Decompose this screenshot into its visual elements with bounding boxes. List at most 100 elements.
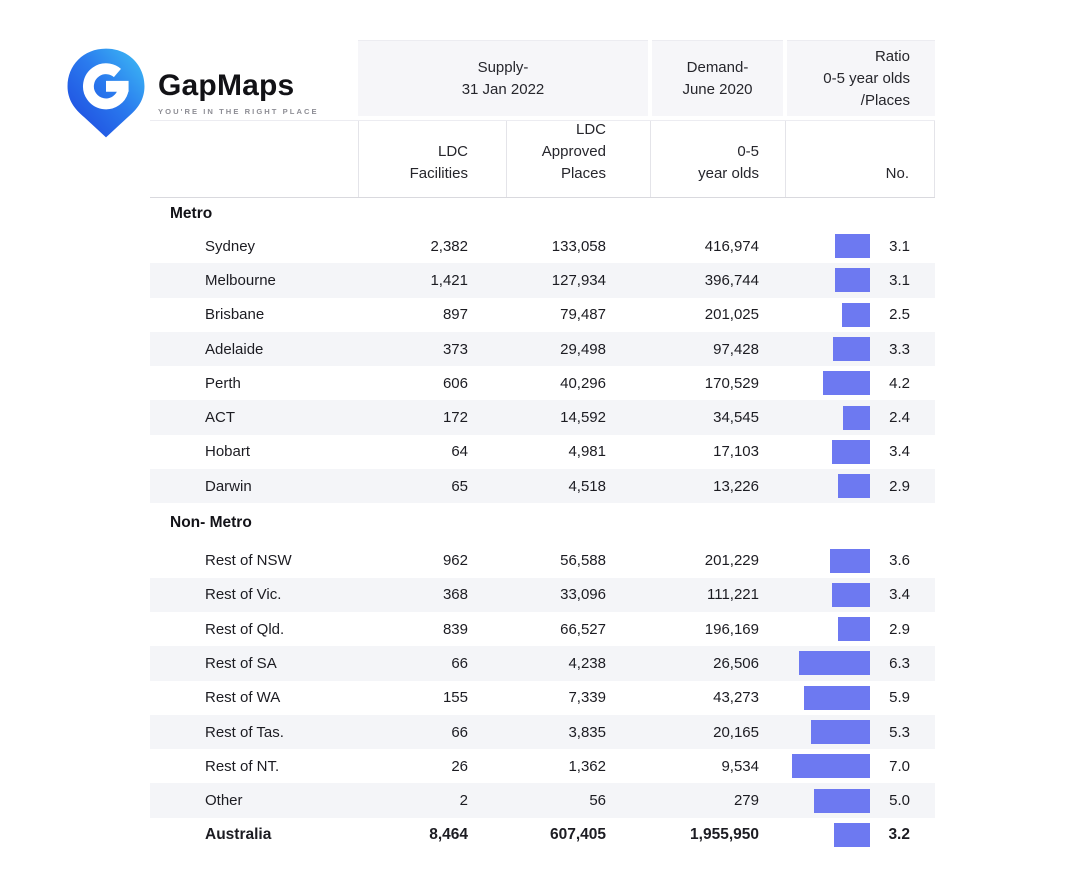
ldc-approved-places-value: 133,058 xyxy=(551,237,606,255)
ratio-value: 3.2 xyxy=(888,826,910,843)
row-label: Melbourne xyxy=(205,271,276,289)
ratio-cell: 3.1 xyxy=(785,234,935,259)
ratio-bar xyxy=(835,268,870,293)
children-0-5-value: 201,229 xyxy=(704,552,759,570)
ratio-bar xyxy=(791,754,870,779)
children-0-5-value: 196,169 xyxy=(704,620,759,638)
children-0-5-value: 97,428 xyxy=(713,340,759,358)
ldc-approved-places-value: 40,296 xyxy=(560,374,606,392)
ldc-facilities-value: 66 xyxy=(451,723,468,741)
ratio-value: 5.0 xyxy=(889,792,910,810)
ratio-cell: 2.9 xyxy=(785,474,935,499)
ratio-bar xyxy=(833,337,870,362)
ratio-value: 5.9 xyxy=(889,689,910,707)
ratio-cell: 4.2 xyxy=(785,371,935,396)
ldc-approved-places-value: 4,981 xyxy=(568,443,606,461)
header-spacer xyxy=(150,40,358,116)
column-group-supply: Supply- 31 Jan 2022 xyxy=(358,40,648,116)
row-label: Darwin xyxy=(205,477,252,495)
ldc-approved-places-value: 14,592 xyxy=(560,409,606,427)
table-row: Adelaide 373 29,498 97,428 3.3 xyxy=(150,331,935,367)
children-0-5-value: 170,529 xyxy=(704,374,759,392)
children-0-5-value: 20,165 xyxy=(713,723,759,741)
ratio-value: 2.5 xyxy=(889,306,910,324)
ldc-facilities-value: 839 xyxy=(442,620,468,638)
row-label: Rest of WA xyxy=(205,689,281,707)
ratio-value: 6.3 xyxy=(889,654,910,672)
brand-text: GapMaps YOU'RE IN THE RIGHT PLACE xyxy=(158,70,319,116)
header-spacer xyxy=(150,121,358,197)
ratio-cell: 3.4 xyxy=(785,439,935,464)
column-header-row: LDC Facilities LDC Approved Places 0-5 y… xyxy=(150,120,935,198)
table-row: Sydney 2,382 133,058 416,974 3.1 xyxy=(150,229,935,263)
ratio-value: 2.4 xyxy=(889,409,910,427)
ratio-cell: 3.6 xyxy=(785,548,935,573)
table-body: Metro Sydney 2,382 133,058 416,974 3.1 Melbour… xyxy=(150,198,935,852)
row-label: Rest of NT. xyxy=(205,757,280,775)
ratio-value: 2.9 xyxy=(889,620,910,638)
ldc-approved-places-value: 56 xyxy=(589,792,606,810)
ratio-cell: 7.0 xyxy=(785,754,935,779)
ratio-bar xyxy=(834,823,870,847)
ldc-approved-places-value: 607,405 xyxy=(549,826,606,843)
table-row: Rest of Qld. 839 66,527 196,169 2.9 xyxy=(150,612,935,646)
table-row: Rest of SA 66 4,238 26,506 6.3 xyxy=(150,646,935,681)
children-0-5-value: 13,226 xyxy=(713,477,759,495)
ratio-bar xyxy=(831,582,870,607)
ratio-bar xyxy=(814,788,870,813)
ratio-value: 3.6 xyxy=(889,552,910,570)
brand-tagline: YOU'RE IN THE RIGHT PLACE xyxy=(158,106,319,116)
ldc-approved-places-value: 3,835 xyxy=(568,723,606,741)
ratio-bar xyxy=(837,474,870,499)
row-label: ACT xyxy=(205,409,235,427)
ldc-facilities-value: 373 xyxy=(442,340,468,358)
ratio-value: 2.9 xyxy=(889,477,910,495)
table-row: Darwin 65 4,518 13,226 2.9 xyxy=(150,469,935,504)
ratio-value: 3.1 xyxy=(889,271,910,289)
ratio-value: 3.3 xyxy=(889,340,910,358)
ratio-bar xyxy=(842,302,870,327)
row-label: Rest of Qld. xyxy=(205,620,285,638)
table-row: Perth 606 40,296 170,529 4.2 xyxy=(150,366,935,400)
ldc-facilities-value: 8,464 xyxy=(429,826,468,843)
column-header-ldc-facilities: LDC Facilities xyxy=(358,121,506,197)
ratio-bar xyxy=(843,405,870,430)
ldc-approved-places-value: 4,518 xyxy=(568,477,606,495)
ratio-value: 5.3 xyxy=(889,723,910,741)
ldc-facilities-value: 155 xyxy=(442,689,468,707)
ldc-facilities-value: 66 xyxy=(451,654,468,672)
table-row: ACT 172 14,592 34,545 2.4 xyxy=(150,400,935,435)
brand-logo: GapMaps YOU'RE IN THE RIGHT PLACE xyxy=(64,47,319,139)
row-label: Rest of Vic. xyxy=(205,586,282,604)
ratio-bar xyxy=(837,617,870,642)
ldc-approved-places-value: 1,362 xyxy=(568,757,606,775)
ldc-facilities-value: 26 xyxy=(451,757,468,775)
ldc-facilities-value: 606 xyxy=(442,374,468,392)
table-row: Melbourne 1,421 127,934 396,744 3.1 xyxy=(150,263,935,298)
ldc-approved-places-value: 29,498 xyxy=(560,340,606,358)
row-label: Brisbane xyxy=(205,306,265,324)
ratio-value: 3.1 xyxy=(889,237,910,255)
ldc-approved-places-value: 7,339 xyxy=(568,689,606,707)
ratio-cell: 3.3 xyxy=(785,337,935,362)
ldc-facilities-value: 2,382 xyxy=(430,237,468,255)
ratio-cell: 2.5 xyxy=(785,302,935,327)
ratio-cell: 6.3 xyxy=(785,651,935,676)
children-0-5-value: 17,103 xyxy=(713,443,759,461)
ldc-facilities-value: 64 xyxy=(451,443,468,461)
children-0-5-value: 9,534 xyxy=(721,757,759,775)
row-label: Rest of Tas. xyxy=(205,723,284,741)
table-row: Hobart 64 4,981 17,103 3.4 xyxy=(150,435,935,469)
table-row: Rest of NSW 962 56,588 201,229 3.6 xyxy=(150,543,935,577)
children-0-5-value: 416,974 xyxy=(704,237,759,255)
ratio-value: 4.2 xyxy=(889,374,910,392)
row-label: Adelaide xyxy=(205,340,264,358)
ldc-approved-places-value: 66,527 xyxy=(560,620,606,638)
table-row: Rest of Vic. 368 33,096 111,221 3.4 xyxy=(150,577,935,612)
children-0-5-value: 201,025 xyxy=(704,306,759,324)
ldc-facilities-value: 1,421 xyxy=(430,271,468,289)
ratio-bar xyxy=(799,651,870,676)
row-label: Hobart xyxy=(205,443,251,461)
header-divider xyxy=(783,40,787,116)
